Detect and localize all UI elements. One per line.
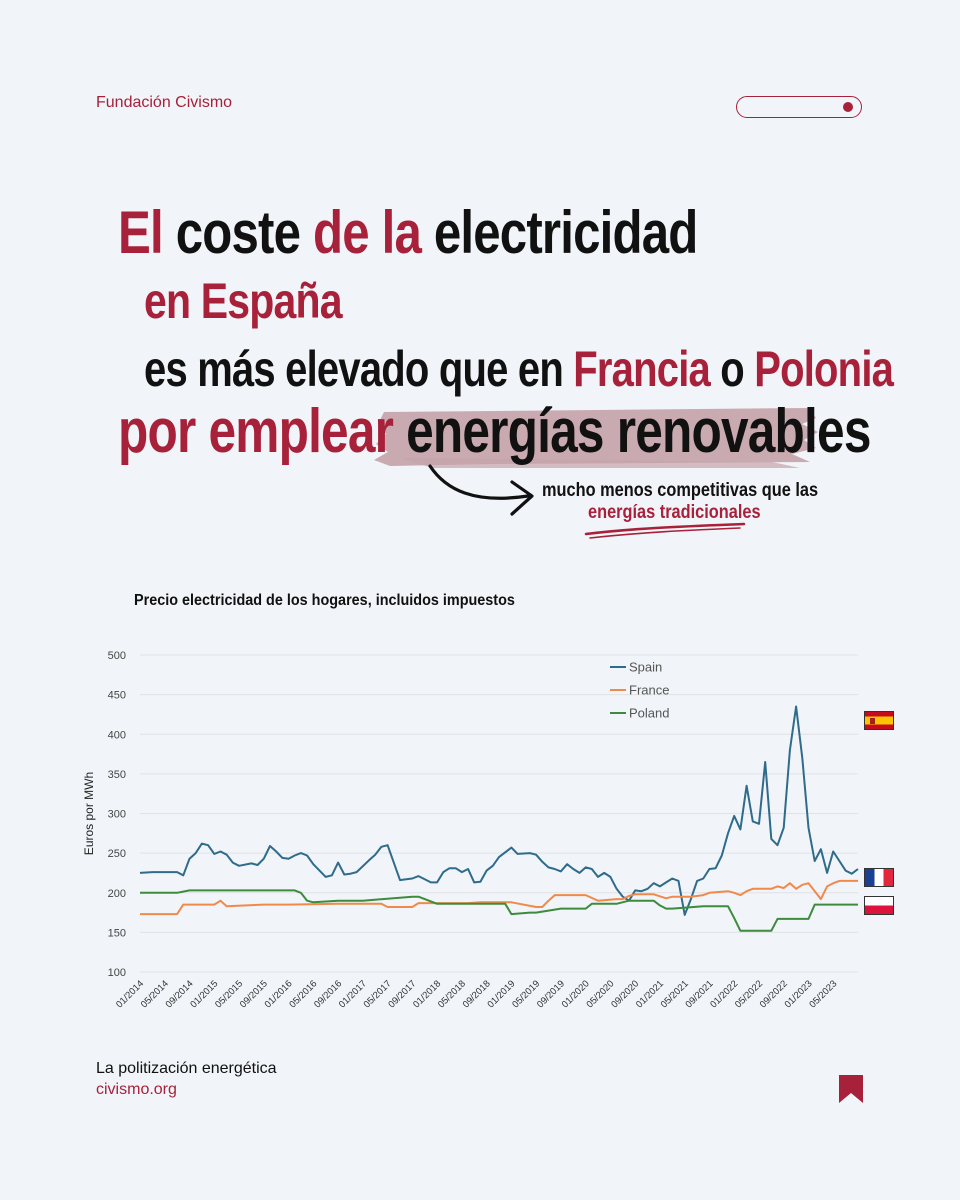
y-tick-label: 350 — [108, 769, 126, 781]
subheadline-underline — [584, 522, 746, 539]
chart-title: Precio electricidad de los hogares, incl… — [134, 592, 515, 609]
series-line-spain — [139, 705, 859, 916]
subheadline-line-2: energías tradicionales — [588, 502, 761, 523]
y-tick-label: 200 — [108, 888, 126, 900]
headline-line-3: es más elevado que en Francia o Polonia — [144, 340, 894, 398]
headline-line4-segment-0: por emplear — [118, 397, 407, 466]
headline: El coste de la electricidad en España es… — [0, 0, 960, 560]
headline-line3-segment-0: es más elevado que en — [144, 341, 574, 397]
y-tick-label: 100 — [108, 967, 126, 979]
y-tick-label: 450 — [108, 690, 126, 702]
y-tick-label: 300 — [108, 809, 126, 821]
menu-pill[interactable] — [736, 96, 862, 118]
poland-flag-icon — [864, 896, 894, 915]
headline-line3-segment-3: Polonia — [754, 341, 894, 397]
y-tick-label: 500 — [108, 650, 126, 662]
footer-title: La politización energética — [96, 1060, 277, 1077]
headline-line3-segment-1: Francia — [573, 341, 710, 397]
headline-line1-segment-0: El — [118, 199, 164, 266]
headline-line-1: El coste de la electricidad — [118, 198, 698, 267]
brand-name: Fundación Civismo — [96, 94, 233, 111]
x-tick-label: 05/2023 — [807, 978, 839, 1010]
series-line-poland — [140, 889, 858, 932]
legend-label-poland: Poland — [629, 706, 669, 721]
y-axis-label: Euros por MWh — [82, 772, 96, 855]
bookmark-icon[interactable] — [838, 1074, 864, 1104]
spain-flag-icon — [864, 711, 894, 730]
y-tick-label: 400 — [108, 729, 126, 741]
series-line-france — [140, 879, 858, 916]
legend-label-spain: Spain — [629, 660, 662, 675]
headline-line4-segment-1: energías renovables — [406, 397, 871, 466]
headline-line2-segment-0: en España — [144, 273, 343, 329]
y-tick-label: 250 — [108, 848, 126, 860]
pill-dot-icon — [843, 102, 853, 112]
footer-url[interactable]: civismo.org — [96, 1081, 177, 1098]
france-flag-icon — [864, 868, 894, 887]
legend-label-france: France — [629, 683, 669, 698]
headline-line1-segment-1: coste — [162, 199, 313, 266]
highlight-brush — [374, 408, 818, 468]
headline-line1-segment-3: electricidad — [421, 199, 698, 266]
headline-line-4: por emplear energías renovables — [118, 396, 871, 467]
headline-line-2: en España — [144, 272, 343, 330]
headline-line3-segment-2: o — [709, 341, 755, 397]
subheadline-line-1: mucho menos competitivas que las — [542, 480, 819, 501]
curved-arrow-icon — [428, 464, 534, 516]
electricity-price-chart: 100 150 200 250 300 350 400 450 500 Euros por MWh… — [82, 650, 859, 1010]
y-tick-label: 150 — [108, 927, 126, 939]
headline-line1-segment-2: de la — [312, 199, 422, 266]
